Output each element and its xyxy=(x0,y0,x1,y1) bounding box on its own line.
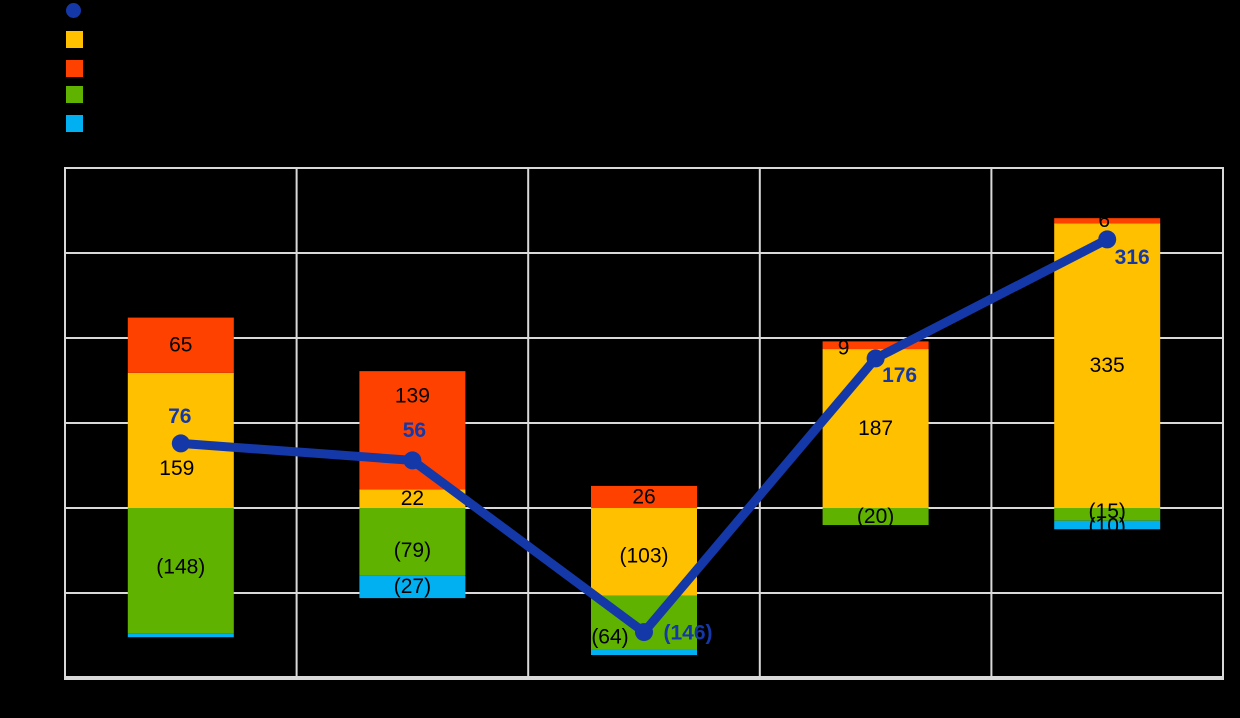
line-label: (146) xyxy=(663,622,712,645)
bar-segment xyxy=(591,485,697,508)
bar-segment xyxy=(127,508,234,634)
bar-label: (79) xyxy=(394,539,431,562)
line-label: 56 xyxy=(403,419,426,442)
bar-segment xyxy=(1054,223,1161,508)
bar-label: (148) xyxy=(156,555,205,578)
bar-label: (27) xyxy=(394,575,431,598)
legend-item xyxy=(66,31,91,48)
bar-label: 6 xyxy=(1098,209,1110,232)
line-label: 316 xyxy=(1115,246,1150,269)
bar-segment xyxy=(822,341,929,350)
legend-swatch-icon xyxy=(66,60,83,77)
bar-label: 187 xyxy=(858,417,893,440)
line-marker xyxy=(635,623,653,642)
line-marker xyxy=(171,434,190,453)
bar-label: (20) xyxy=(857,505,894,528)
legend-swatch-icon xyxy=(66,31,83,48)
legend-item xyxy=(66,86,91,103)
bar-segment xyxy=(359,489,466,508)
bar-segment xyxy=(127,317,234,373)
legend-item xyxy=(66,3,89,18)
line-marker xyxy=(1098,230,1117,249)
bar-segment xyxy=(1054,218,1161,224)
legend xyxy=(0,0,400,150)
bar-label: (15) xyxy=(1089,500,1126,523)
legend-item xyxy=(66,60,91,77)
bar-label: 9 xyxy=(838,337,850,360)
bar-segment xyxy=(822,508,929,525)
legend-line-marker-icon xyxy=(66,3,81,18)
bar-segment xyxy=(127,633,234,638)
bar-label: (10) xyxy=(1089,515,1126,538)
bar-label: (103) xyxy=(619,544,668,567)
legend-item xyxy=(66,115,91,132)
bar-label: 139 xyxy=(395,385,430,408)
bar-segment xyxy=(591,649,697,656)
legend-swatch-icon xyxy=(66,115,83,132)
line-marker xyxy=(866,349,885,368)
bar-label: 159 xyxy=(159,457,194,480)
line-label: 176 xyxy=(882,364,917,387)
bar-label: (64) xyxy=(591,625,628,648)
bar-label: 335 xyxy=(1090,354,1125,377)
bar-segment xyxy=(591,508,697,596)
bar-segment xyxy=(1054,520,1161,530)
bar-label: 65 xyxy=(169,334,192,357)
bar-segment xyxy=(359,575,466,599)
line-label: 76 xyxy=(168,405,191,428)
bar-label: 26 xyxy=(632,485,655,508)
bar-segment xyxy=(359,508,466,576)
legend-swatch-icon xyxy=(66,86,83,103)
bar-segment xyxy=(359,371,466,490)
bar-segment xyxy=(1054,508,1161,521)
line-marker xyxy=(403,451,422,470)
bar-label: 22 xyxy=(401,487,424,510)
bar-segment xyxy=(822,349,929,508)
